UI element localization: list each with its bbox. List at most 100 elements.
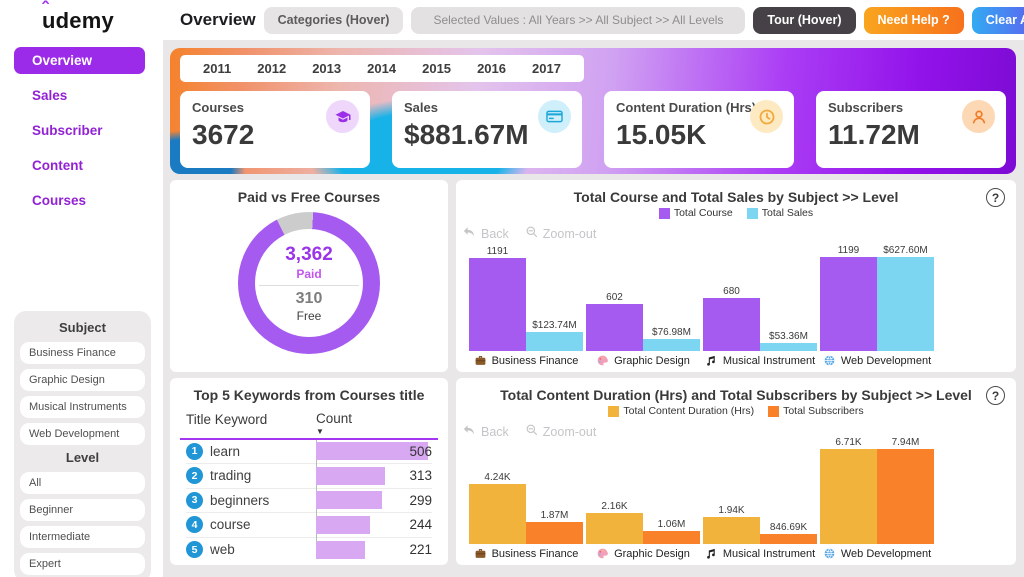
clear-all-filter-button[interactable]: Clear All Filter	[971, 6, 1024, 34]
bar-total-course[interactable]	[703, 298, 760, 351]
palette-icon	[596, 354, 609, 367]
bar-value-label: $76.98M	[652, 327, 691, 338]
sidebar-item-content[interactable]: Content	[32, 158, 83, 173]
zoom-out-button[interactable]: Zoom-out	[525, 225, 596, 242]
level-option-expert[interactable]: Expert	[20, 553, 145, 575]
legend-item-total-subscribers[interactable]: Total Subscribers	[768, 405, 864, 417]
bar-total-sales[interactable]	[526, 332, 583, 351]
level-filter-title: Level	[65, 450, 100, 465]
kpi-label: Subscribers	[828, 100, 904, 115]
bar-total-course[interactable]	[820, 257, 877, 351]
year-tab-2011[interactable]: 2011	[203, 61, 232, 76]
bar-total-content-duration-hrs[interactable]	[469, 484, 526, 544]
subject-option-musical-instruments[interactable]: Musical Instruments	[20, 396, 145, 418]
sidebar-item-courses[interactable]: Courses	[32, 193, 87, 208]
donut-divider	[259, 284, 359, 286]
table-row-trading[interactable]: 2 trading 313	[186, 464, 432, 489]
categories-button[interactable]: Categories (Hover)	[263, 6, 404, 34]
table-row-beginners[interactable]: 3 beginners 299	[186, 489, 432, 514]
duration-subscribers-bars: 4.24K 1.87M Business Finance 2.16K 1.06M Grap…	[469, 437, 1016, 560]
bar-value-label: 602	[606, 292, 623, 303]
bar-value-label: 1.06M	[657, 519, 686, 530]
year-tab-2017[interactable]: 2017	[532, 61, 561, 76]
legend-item-total-content-duration-hrs[interactable]: Total Content Duration (Hrs)	[608, 405, 754, 417]
level-option-intermediate[interactable]: Intermediate	[20, 526, 145, 548]
year-tab-2012[interactable]: 2012	[257, 61, 287, 76]
need-help-button[interactable]: Need Help ?	[863, 6, 964, 34]
kpi-value: 15.05K	[616, 119, 707, 150]
paid-vs-free-donut[interactable]: 3,362 Paid 310 Free	[238, 212, 380, 354]
bar-total-subscribers[interactable]	[760, 534, 817, 544]
count-bar	[316, 442, 428, 461]
back-button[interactable]: Back	[462, 226, 509, 242]
bar-value-label: 1.94K	[718, 505, 745, 516]
legend-label: Total Sales	[761, 207, 814, 219]
kpi-card-sales: Sales $881.67M	[392, 91, 582, 168]
sidebar-item-sales[interactable]: Sales	[32, 88, 68, 103]
bar-total-sales[interactable]	[877, 257, 934, 351]
keywords-table-header: Title Keyword Count ▼	[170, 403, 448, 437]
bar-value-label: $627.60M	[883, 245, 928, 256]
chart-toolbar: Back Zoom-out	[462, 423, 596, 440]
bar-total-course[interactable]	[586, 304, 643, 351]
table-row-web[interactable]: 5 web 221	[186, 538, 432, 563]
bar-total-content-duration-hrs[interactable]	[703, 517, 760, 544]
bar-total-subscribers[interactable]	[877, 449, 934, 544]
table-row-learn[interactable]: 1 learn 506	[186, 440, 432, 465]
level-option-beginner[interactable]: Beginner	[20, 499, 145, 521]
bar-total-content-duration-hrs[interactable]	[820, 449, 877, 544]
count-value: 221	[409, 542, 432, 558]
globe-icon	[823, 547, 836, 560]
sidebar-item-overview[interactable]: Overview	[14, 47, 145, 74]
bar-group-graphic-design: 2.16K 1.06M Graphic Design	[586, 501, 700, 560]
bar-total-sales[interactable]	[760, 343, 817, 351]
donut-chart-title: Paid vs Free Courses	[237, 189, 381, 205]
legend-item-total-course[interactable]: Total Course	[658, 207, 733, 219]
column-title-keyword[interactable]: Title Keyword	[186, 412, 268, 427]
year-tab-2013[interactable]: 2013	[312, 61, 342, 76]
bar-total-course[interactable]	[469, 258, 526, 351]
year-tab-2014[interactable]: 2014	[367, 61, 397, 76]
table-row-course[interactable]: 4 course 244	[186, 513, 432, 538]
bar-total-subscribers[interactable]	[643, 531, 700, 544]
header-underline	[180, 437, 438, 440]
tour-button[interactable]: Tour (Hover)	[753, 6, 856, 34]
donut-center: 3,362 Paid 310 Free	[255, 229, 363, 337]
category-text: Musical Instrument	[722, 354, 816, 367]
bar-total-content-duration-hrs[interactable]	[586, 513, 643, 544]
legend-label: Total Course	[673, 207, 733, 219]
year-tab-2015[interactable]: 2015	[422, 61, 452, 76]
legend-swatch	[608, 405, 620, 417]
bar-group-graphic-design: 602 $76.98M Graphic Design	[586, 292, 700, 367]
bar-total-subscribers[interactable]	[526, 522, 583, 544]
bar-value-label: 7.94M	[891, 437, 920, 448]
zoom-out-button[interactable]: Zoom-out	[525, 423, 596, 440]
help-icon[interactable]: ?	[986, 386, 1005, 405]
bar-group-web-development: 6.71K 7.94M Web Development	[820, 437, 934, 560]
help-icon[interactable]: ?	[986, 188, 1005, 207]
subject-option-web-development[interactable]: Web Development	[20, 423, 145, 445]
kpi-row: Courses 3672 Sales $881.67M Content Duration…	[180, 91, 1006, 168]
zoom-out-icon	[525, 225, 539, 242]
level-option-all[interactable]: All	[20, 472, 145, 494]
legend-item-total-sales[interactable]: Total Sales	[746, 207, 814, 219]
category-text: Web Development	[840, 547, 932, 560]
rank-badge: 2	[186, 467, 203, 485]
header-banner: 2011 2012 2013 2014 2015 2016 2017 Courses 3672…	[170, 48, 1016, 174]
rank-badge: 1	[186, 442, 203, 460]
kpi-label: Content Duration (Hrs)	[616, 100, 757, 115]
count-value: 506	[409, 443, 432, 459]
count-bar	[316, 466, 385, 485]
bar-total-sales[interactable]	[643, 339, 700, 351]
sidebar-item-subscriber[interactable]: Subscriber	[32, 123, 103, 138]
page-title: Overview	[180, 10, 256, 29]
subject-option-graphic-design[interactable]: Graphic Design	[20, 369, 145, 391]
count-bar	[316, 540, 365, 559]
subject-option-business-finance[interactable]: Business Finance	[20, 342, 145, 364]
selected-values-bar: Selected Values : All Years >> All Subje…	[411, 6, 746, 34]
year-tab-2016[interactable]: 2016	[477, 61, 506, 76]
column-count[interactable]: Count ▼	[316, 411, 353, 436]
back-button[interactable]: Back	[462, 424, 509, 440]
category-text: Musical Instrument	[722, 547, 816, 560]
rank-badge: 3	[186, 491, 203, 509]
